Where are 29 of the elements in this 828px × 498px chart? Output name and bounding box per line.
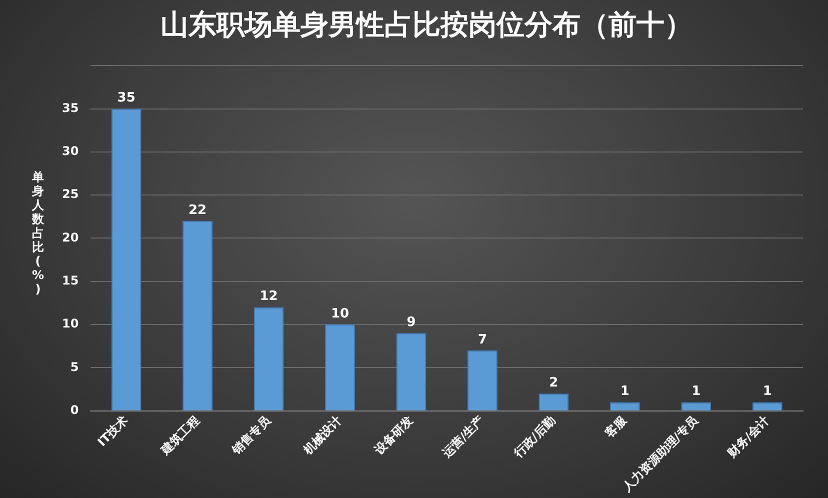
y-tick-label: 5	[70, 360, 79, 374]
x-tick-label: 机械设计	[300, 413, 344, 458]
data-label: 1	[762, 384, 772, 400]
chart-title: 山东职场单身男性占比按岗位分布（前十）	[160, 8, 692, 42]
y-tick-label: 15	[62, 274, 79, 288]
y-tick-label: 25	[62, 187, 79, 202]
x-tick-label: IT技术	[94, 413, 131, 450]
x-tick-label: 运营/生产	[439, 413, 487, 462]
y-tick-label: 0	[70, 402, 79, 417]
x-tick-label: 财务/会计	[724, 413, 772, 462]
data-label: 1	[620, 384, 630, 400]
data-label: 10	[330, 306, 350, 322]
y-tick-label: 10	[62, 316, 79, 331]
data-label: 1	[692, 384, 701, 400]
x-tick-label: 建筑工程	[157, 413, 202, 458]
text: 单身人数占比(%)	[32, 170, 44, 296]
y-tick-label: 20	[62, 230, 79, 244]
data-label: 2	[549, 375, 558, 390]
data-label: 9	[406, 315, 416, 330]
x-tick-label: 行政/后勤	[510, 413, 558, 462]
y-tick-label: 35	[62, 100, 79, 115]
data-label: 12	[260, 289, 278, 304]
x-tick-label: 客服	[602, 412, 630, 441]
y-tick-label: 30	[62, 144, 79, 158]
x-tick-label: 销售专员	[228, 412, 274, 458]
data-label: 22	[188, 202, 207, 218]
x-tick-label: 设备研发	[371, 413, 416, 458]
data-label: 35	[117, 90, 136, 106]
data-label: 7	[478, 332, 487, 348]
